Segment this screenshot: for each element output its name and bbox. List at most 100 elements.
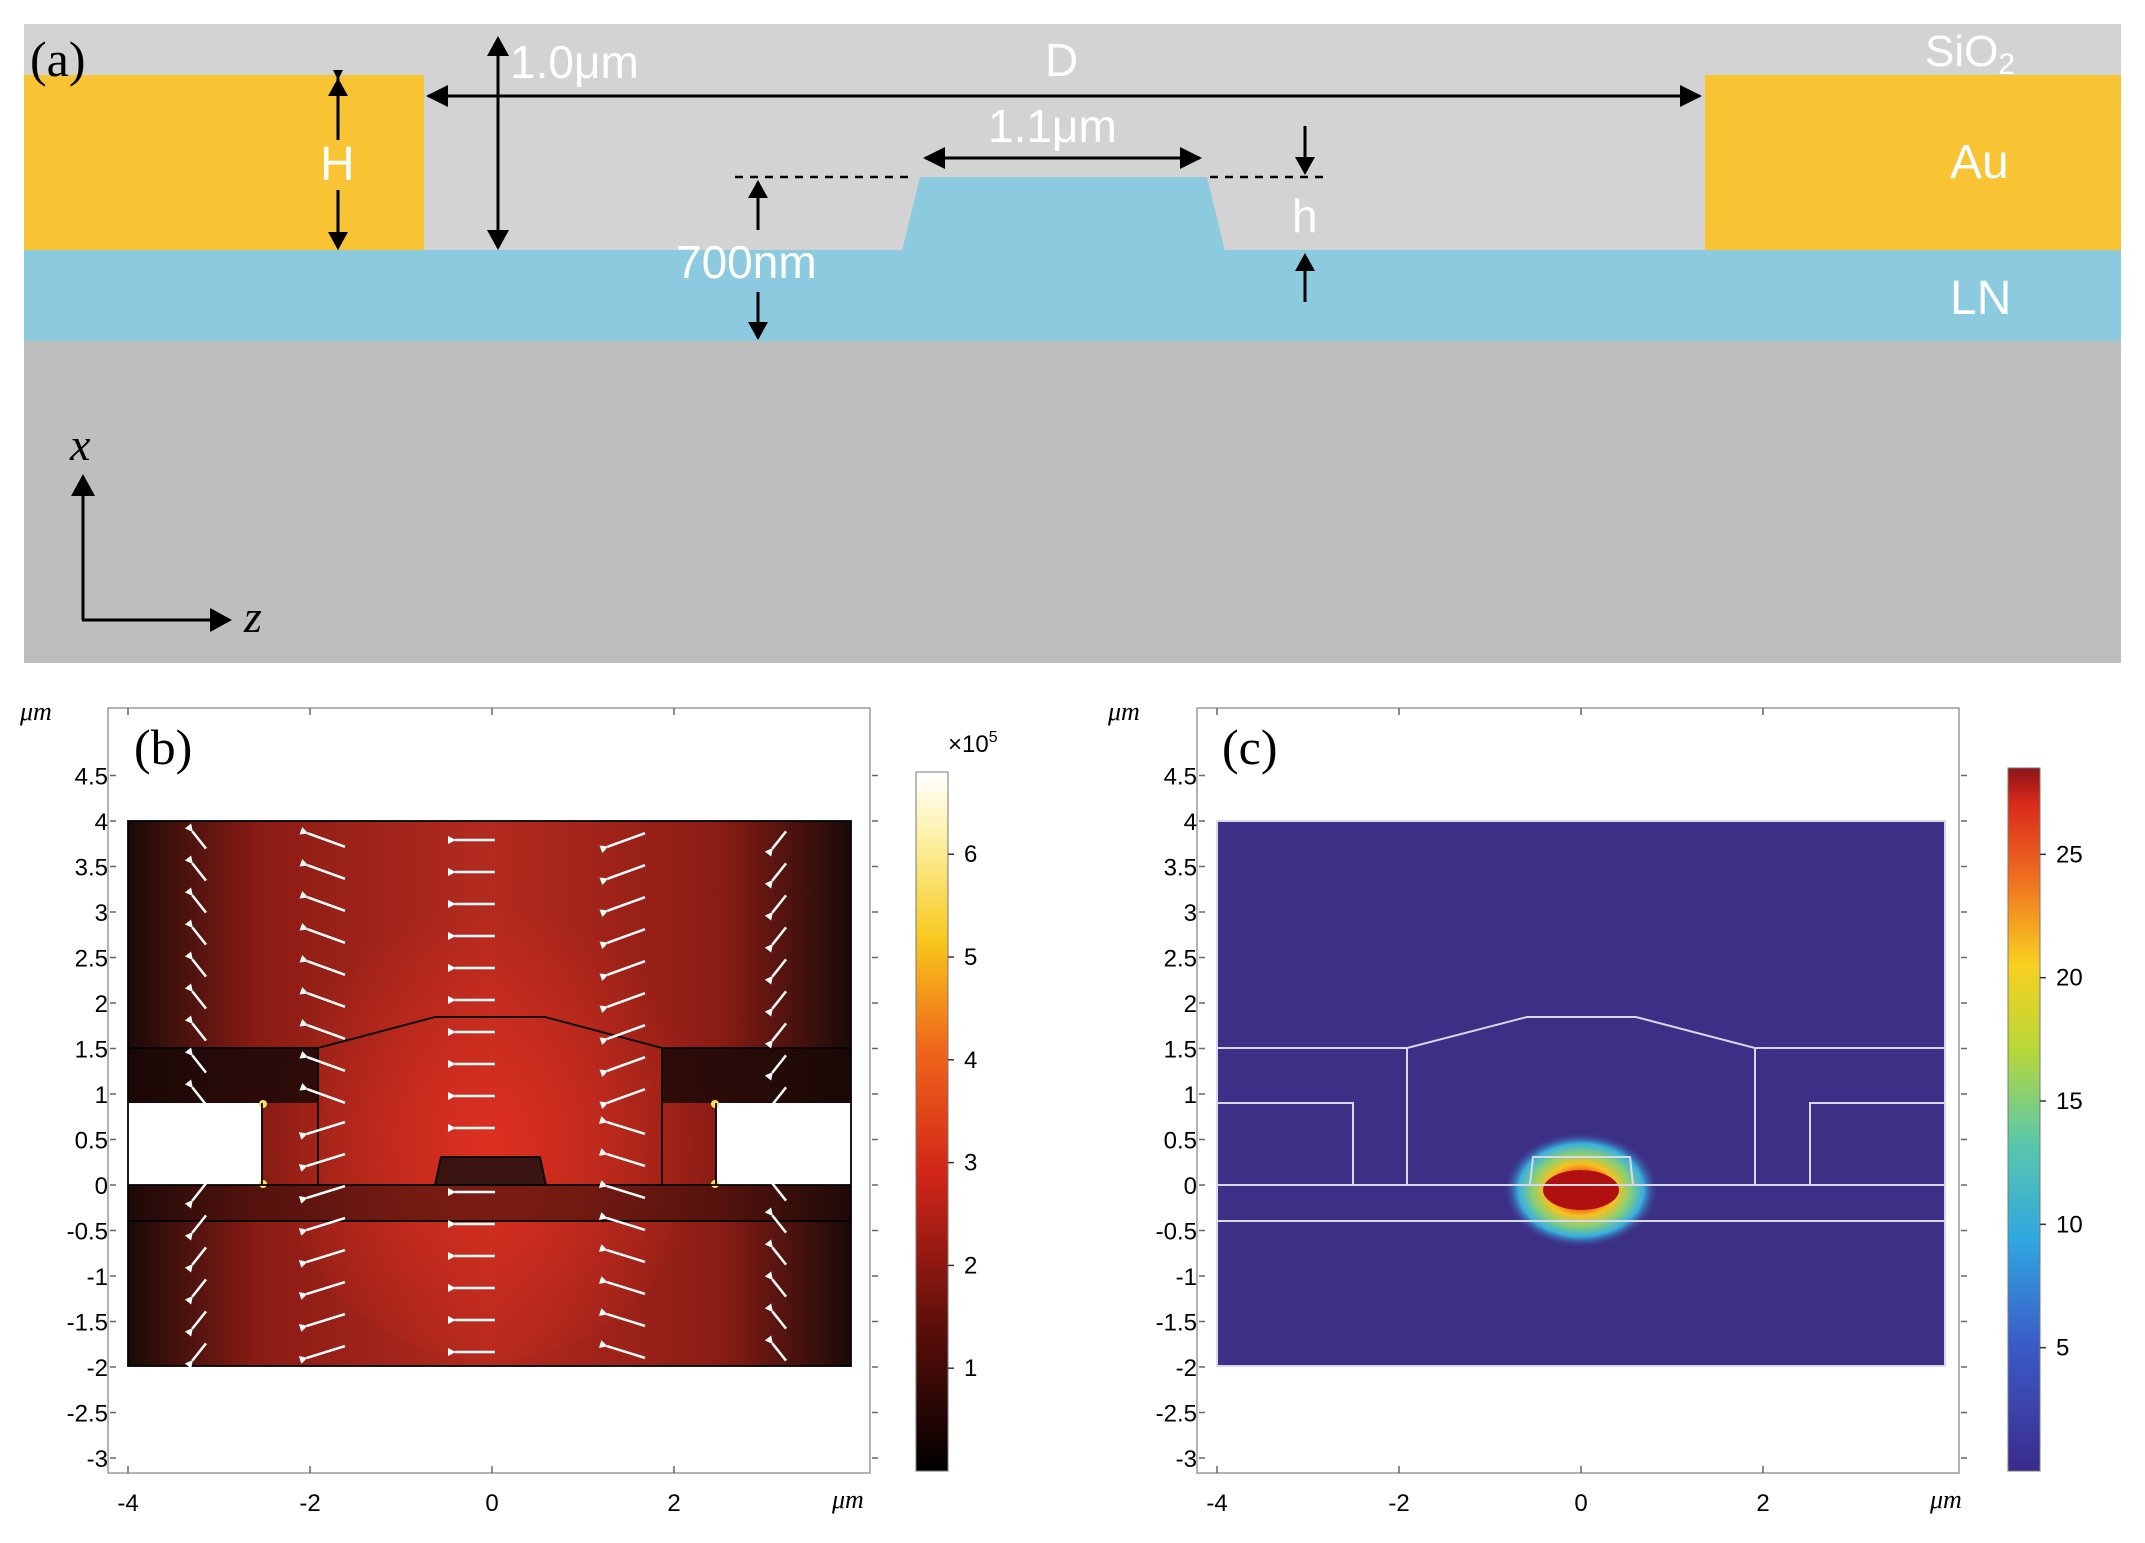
x-axis-label: x (69, 419, 91, 470)
axes-indicator: x z (69, 419, 262, 642)
colorbar-tick-label: 25 (2056, 841, 2083, 868)
field-arrow (184, 1278, 207, 1305)
field-arrow (764, 894, 787, 921)
x-unit: μm (1929, 1485, 1962, 1514)
field-arrow (299, 858, 346, 881)
y-tick-label: 4.5 (1164, 764, 1197, 791)
field-arrow (298, 1120, 346, 1140)
panel-b-label: (b) (134, 719, 192, 775)
panel-c: 4.5 4 3.5 3 2.5 2 1.5 1 0.5 0 -0.5 -1 -1.5 -2 -2.5 -3 -4… (1107, 697, 2083, 1517)
field-arrow (184, 1246, 207, 1273)
field-arrow (299, 890, 346, 913)
ridge-width-label: 1.1μm (988, 100, 1117, 152)
edge-hotspot (711, 1100, 719, 1108)
y-tick-label: -2 (1176, 1355, 1197, 1382)
field-arrow (764, 1175, 787, 1202)
y-tick-label: 2 (95, 991, 108, 1018)
field-arrow (299, 1050, 346, 1073)
field-arrow (764, 1022, 787, 1049)
field-arrow (764, 958, 787, 985)
ln-ridge (902, 177, 1225, 251)
field-arrow (764, 1207, 787, 1234)
y-tick-label: 2.5 (1164, 946, 1197, 973)
y-tick-label: -0.5 (67, 1219, 108, 1246)
colorbar-tick-label: 3 (964, 1150, 977, 1177)
y-tick-label: 3.5 (75, 855, 108, 882)
panel-c-label: (c) (1222, 719, 1278, 775)
panel-a: (a) SiO2 Au LN H 1.0μm D (24, 24, 2121, 663)
field-arrow (184, 855, 207, 882)
y-tick-label: 2.5 (75, 946, 108, 973)
field-arrow (764, 1335, 787, 1362)
field-arrow (299, 1018, 346, 1041)
substrate (24, 341, 2121, 663)
field-arrow (299, 826, 346, 849)
field-arrow (598, 1148, 646, 1168)
cladding-left (128, 1048, 318, 1103)
y-tick-label: 1.5 (1164, 1037, 1197, 1064)
mode-intensity-map (1217, 821, 1945, 1366)
field-core (270, 880, 710, 1360)
D-dimension: D (426, 34, 1702, 107)
y-tick-label: -1 (1176, 1264, 1197, 1291)
field-arrow (764, 1086, 787, 1113)
x-tick-label: -2 (299, 1490, 320, 1517)
field-arrow (599, 1087, 646, 1110)
field-arrow (599, 895, 646, 918)
y-tick-label: 3 (1184, 900, 1197, 927)
field-arrow (184, 1015, 207, 1042)
y-tick-label: -2.5 (67, 1401, 108, 1428)
colorbar-multiplier: ×105 (948, 729, 998, 758)
thickness-label: 1.0μm (510, 36, 639, 88)
electrode-right (716, 1103, 851, 1185)
panel-c-ticks: 4.5 4 3.5 3 2.5 2 1.5 1 0.5 0 -0.5 -1 -1.5 -2 -2.5 -3 -4… (1156, 708, 1967, 1517)
field-arrow (599, 991, 646, 1014)
field-arrow (299, 1082, 346, 1105)
field-arrow (298, 1152, 346, 1172)
y-tick-label: -3 (1176, 1446, 1197, 1473)
field-arrow (764, 990, 787, 1017)
y-tick-label: 1.5 (75, 1037, 108, 1064)
field-arrow (598, 1276, 646, 1296)
colorbar-c-ticks: 25 20 15 10 5 (2040, 841, 2083, 1362)
colorbar-tick-label: 4 (964, 1047, 977, 1074)
field-arrow (184, 919, 207, 946)
y-tick-label: -2 (87, 1355, 108, 1382)
field-arrow (184, 951, 207, 978)
field-arrow (598, 1212, 646, 1232)
field-arrow (184, 1079, 207, 1106)
film-label: 700nm (676, 236, 817, 288)
y-tick-label: 3 (95, 900, 108, 927)
panel-b-ticks: 4.5 4 3.5 3 2.5 2 1.5 1 0.5 0 -0.5 -1 -1.5 -2 -2.5 -3 -4… (67, 708, 878, 1517)
field-arrow (599, 1055, 646, 1078)
y-tick-label: 1 (95, 1082, 108, 1109)
field-arrow (599, 863, 646, 886)
field-arrow (299, 986, 346, 1009)
field-arrow (764, 926, 787, 953)
ln-label: LN (1950, 272, 2011, 325)
field-arrow (598, 1116, 646, 1136)
panel-a-label: (a) (30, 31, 86, 87)
field-arrow (184, 1047, 207, 1074)
panel-c-geometry (1216, 820, 1946, 1367)
field-arrow (299, 954, 346, 977)
y-tick-label: 0 (1184, 1173, 1197, 1200)
field-arrow (599, 959, 646, 982)
colorbar-tick-label: 10 (2056, 1211, 2083, 1238)
colorbar-b-ticks: 6 5 4 3 2 1 (948, 841, 977, 1382)
y-tick-label: 4 (95, 809, 108, 836)
y-tick-label: 4.5 (75, 764, 108, 791)
field-arrow (184, 983, 207, 1010)
field-arrow (298, 1312, 346, 1332)
field-arrow (764, 830, 787, 857)
colorbar-b (915, 771, 949, 1472)
au-electrode-right (1705, 75, 2121, 250)
x-tick-label: -2 (1388, 1490, 1409, 1517)
y-tick-label: 2 (1184, 991, 1197, 1018)
field-arrow (599, 1023, 646, 1046)
x-tick-label: 2 (1756, 1490, 1769, 1517)
electrode-left (128, 1103, 262, 1185)
field-arrow (764, 1303, 787, 1330)
y-tick-label: -0.5 (1156, 1219, 1197, 1246)
